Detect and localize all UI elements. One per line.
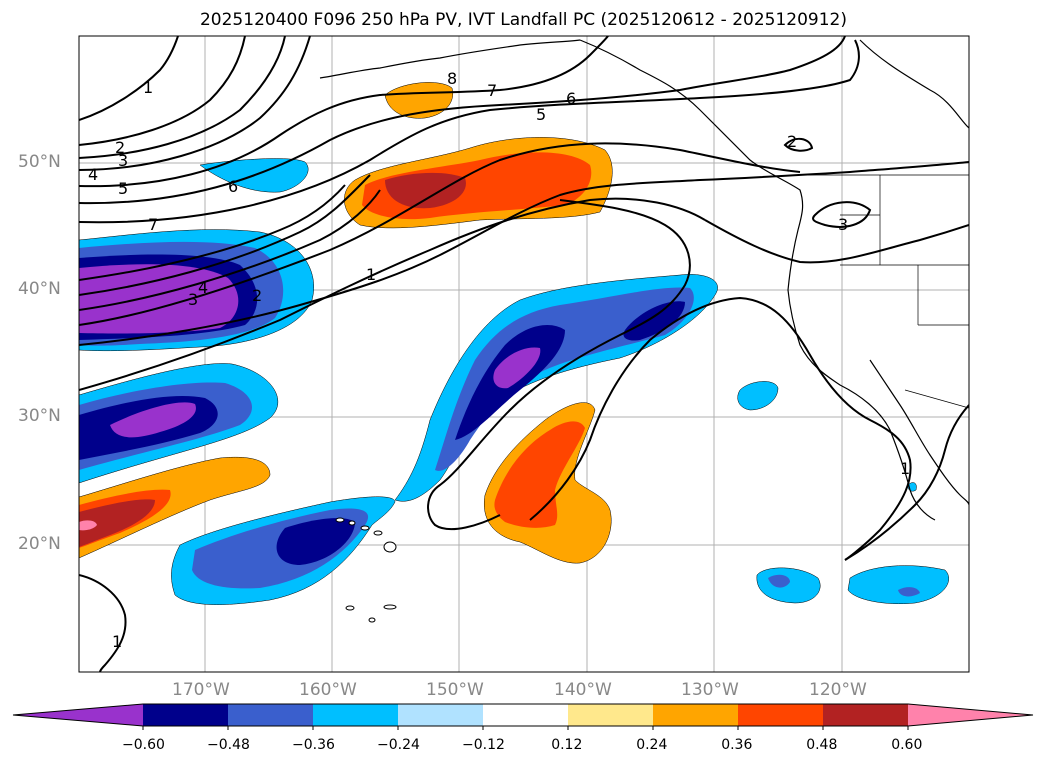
contour-label: 6 <box>228 177 238 196</box>
colorbar-segment <box>823 704 908 726</box>
lon-label: 130°W <box>681 680 739 700</box>
colorbar-tick-label: −0.48 <box>207 737 250 753</box>
colorbar-tick-label: −0.12 <box>462 737 505 753</box>
contour-label: 2 <box>252 286 262 305</box>
contour-label: 2 <box>787 132 797 151</box>
colorbar-segment <box>398 704 483 726</box>
contour-label: 8 <box>447 69 457 88</box>
borders <box>808 174 969 409</box>
hawaii-islands <box>335 517 397 623</box>
contour-label: 1 <box>112 632 122 651</box>
colorbar-extend-low <box>13 704 143 726</box>
pv-contours <box>79 36 969 672</box>
negative-ivt-pc-shading <box>79 158 949 605</box>
colorbar-segment <box>143 704 228 726</box>
lat-label: 30°N <box>18 406 61 426</box>
colorbar-tick-label: −0.24 <box>377 737 420 753</box>
contour-label: 5 <box>118 179 128 198</box>
lon-label: 140°W <box>554 680 612 700</box>
colorbar-segment <box>653 704 738 726</box>
colorbar-tick-label: 0.60 <box>891 737 923 753</box>
lat-label: 40°N <box>18 279 61 299</box>
figure-title: 2025120400 F096 250 hPa PV, IVT Landfall… <box>199 10 847 30</box>
contour-label: 7 <box>487 81 497 100</box>
colorbar-segment <box>483 704 568 726</box>
contour-label: 1 <box>143 78 153 97</box>
colorbar-extend-high <box>908 704 1033 726</box>
colorbar-tick-label: −0.60 <box>122 737 165 753</box>
lat-label: 50°N <box>18 152 61 172</box>
contour-label: 5 <box>536 105 546 124</box>
lon-label: 170°W <box>172 680 230 700</box>
contour-label: 1 <box>366 265 376 284</box>
contour-label: 2 <box>115 138 125 157</box>
colorbar-tick-label: 0.48 <box>806 737 838 753</box>
colorbar-segment <box>738 704 823 726</box>
lat-label: 20°N <box>18 534 61 554</box>
map-frame <box>78 35 970 673</box>
contour-labels: 1 2 3 4 5 6 7 8 1 2 3 4 5 6 7 1 2 3 1 <box>88 69 910 651</box>
colorbar <box>12 703 1034 730</box>
lon-label: 160°W <box>299 680 357 700</box>
lon-label: 120°W <box>809 680 867 700</box>
colorbar-tick-label: −0.36 <box>292 737 335 753</box>
contour-label: 4 <box>88 165 98 184</box>
contour-label: 3 <box>118 151 128 170</box>
contour-label: 4 <box>198 278 208 297</box>
colorbar-tick-label: 0.12 <box>551 737 583 753</box>
contour-label: 1 <box>900 459 910 478</box>
colorbar-segment <box>568 704 653 726</box>
contour-label: 3 <box>188 290 198 309</box>
contour-label: 6 <box>566 89 576 108</box>
contour-label: 3 <box>838 215 848 234</box>
colorbar-segment <box>313 704 398 726</box>
colorbar-tick-label: 0.24 <box>636 737 668 753</box>
lon-label: 150°W <box>426 680 484 700</box>
colorbar-tick-label: 0.36 <box>721 737 753 753</box>
contour-label: 7 <box>148 215 158 234</box>
colorbar-segment <box>228 704 313 726</box>
